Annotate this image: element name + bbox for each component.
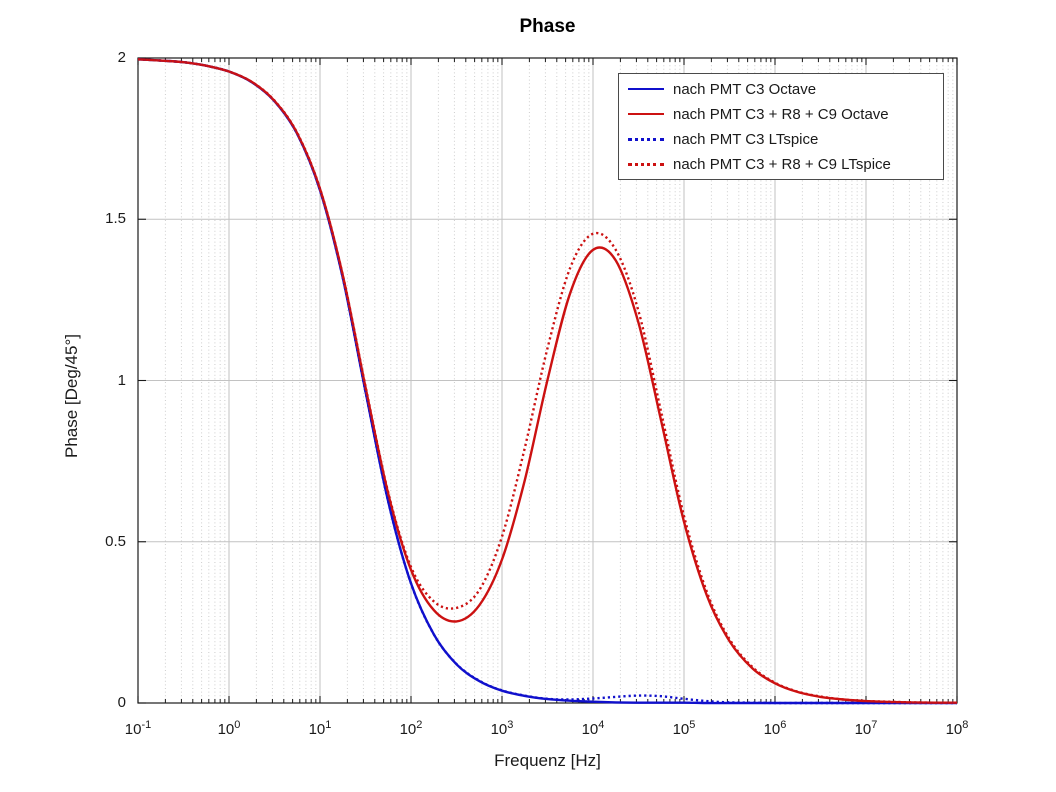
legend-label: nach PMT C3 LTspice: [673, 130, 819, 148]
y-tick-label: 1: [117, 371, 126, 389]
legend-line-sample: [628, 137, 664, 141]
y-tick-label: 0.5: [105, 532, 126, 550]
y-tick-label: 1.5: [105, 210, 126, 228]
x-axis-label: Frequenz [Hz]: [494, 751, 601, 770]
legend-line-sample: [628, 88, 664, 90]
x-tick-label: 102: [399, 719, 423, 738]
chart-title: Phase: [519, 16, 576, 37]
x-tick-label: 100: [217, 719, 241, 738]
series-line-2: [137, 58, 957, 705]
legend-entry: nach PMT C3 + R8 + C9 LTspice: [619, 152, 943, 177]
legend-entry: nach PMT C3 + R8 + C9 Octave: [619, 102, 943, 127]
x-tick-label: 106: [763, 719, 787, 738]
x-tick-label: 108: [945, 719, 969, 738]
legend-label: nach PMT C3 + R8 + C9 LTspice: [673, 155, 891, 173]
legend-entry: nach PMT C3 Octave: [619, 77, 943, 102]
x-tick-label: 10-1: [124, 719, 152, 738]
x-tick-label: 105: [672, 719, 696, 738]
y-tick-label: 0: [117, 694, 126, 711]
legend-label: nach PMT C3 Octave: [673, 80, 817, 98]
series-line-3: [137, 58, 957, 704]
legend-label: nach PMT C3 + R8 + C9 Octave: [673, 105, 889, 123]
y-tick-label: 2: [117, 49, 126, 66]
legend-line-sample: [628, 113, 664, 115]
y-axis-label: Phase [Deg/45°]: [62, 334, 81, 458]
legend-line-sample: [628, 162, 664, 166]
legend-entry: nach PMT C3 LTspice: [619, 127, 943, 152]
x-tick-label: 101: [308, 719, 332, 738]
x-tick-label: 104: [581, 719, 605, 738]
x-tick-label: 103: [490, 719, 514, 738]
x-tick-label: 107: [854, 719, 878, 738]
legend: nach PMT C3 Octave nach PMT C3 + R8 + C9…: [618, 73, 944, 180]
